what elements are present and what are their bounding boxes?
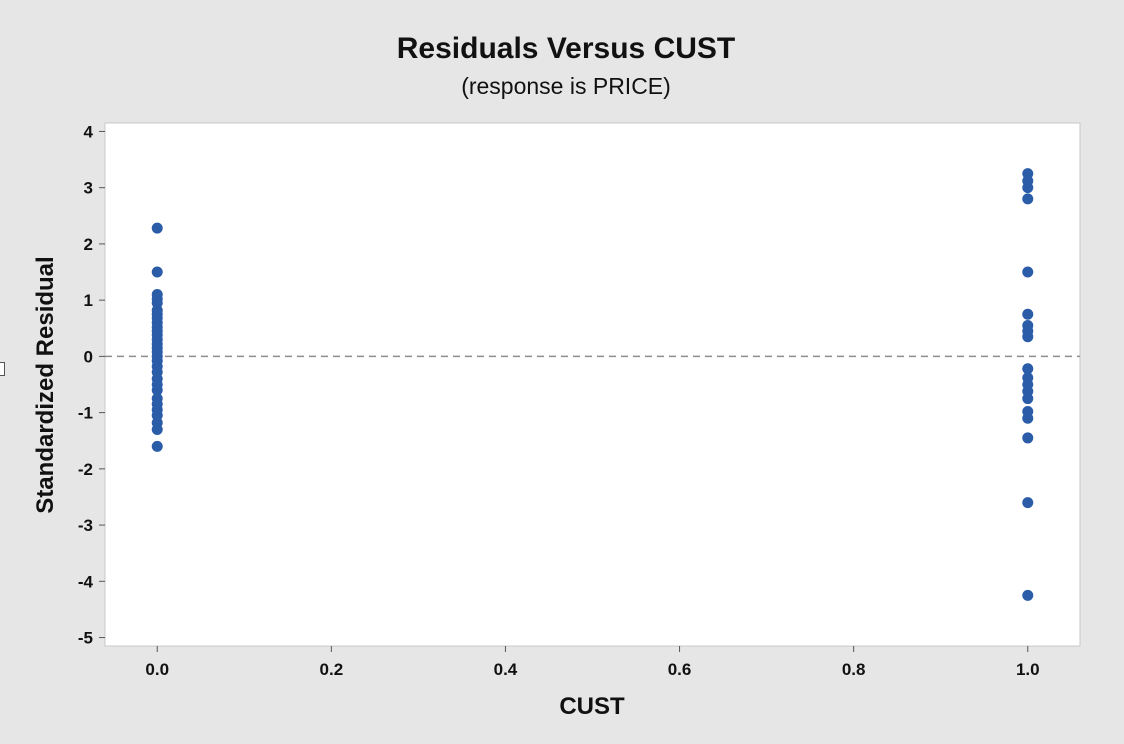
y-axis-label: Standardized Residual [32, 256, 59, 513]
y-tick-label: 1 [84, 291, 93, 310]
y-tick-label: -4 [78, 572, 94, 591]
data-point [1022, 432, 1034, 444]
y-axis-ticks: 4 3 2 1 0 -1 -2 -3 -4 -5 [78, 122, 105, 648]
x-axis-ticks: 0.0 0.2 0.4 0.6 0.8 1.0 [145, 646, 1040, 679]
x-axis-label: CUST [559, 693, 625, 720]
y-tick-label: -2 [78, 460, 93, 479]
data-point [1022, 497, 1034, 509]
chart-subtitle: (response is PRICE) [461, 73, 671, 99]
y-tick-label: -3 [78, 516, 93, 535]
data-point [1022, 182, 1034, 194]
x-tick-label: 0.4 [494, 660, 518, 679]
y-tick-label: 2 [84, 235, 93, 254]
data-point [151, 266, 163, 278]
data-point [151, 440, 163, 452]
x-tick-label: 1.0 [1016, 660, 1040, 679]
y-tick-label: 0 [84, 347, 93, 366]
y-tick-label: 3 [84, 179, 93, 198]
x-tick-label: 0.0 [145, 660, 169, 679]
data-point [1022, 363, 1034, 375]
data-point [1022, 308, 1034, 320]
x-tick-label: 0.2 [320, 660, 344, 679]
chart-title: Residuals Versus CUST [397, 32, 735, 65]
x-tick-label: 0.6 [668, 660, 692, 679]
y-tick-label: -1 [78, 404, 93, 423]
data-points [151, 168, 1034, 601]
window-edge-handle [0, 362, 5, 376]
data-point [1022, 412, 1034, 424]
data-point [151, 222, 163, 234]
data-point [1022, 266, 1034, 278]
data-point [1022, 193, 1034, 205]
data-point [151, 384, 163, 396]
data-point [1022, 393, 1034, 405]
x-tick-label: 0.8 [842, 660, 866, 679]
data-point [151, 423, 163, 435]
y-tick-label: 4 [84, 122, 94, 141]
plot-area [104, 122, 1081, 647]
y-tick-label: -5 [78, 629, 93, 648]
data-point [1022, 589, 1034, 601]
data-point [1022, 331, 1034, 343]
